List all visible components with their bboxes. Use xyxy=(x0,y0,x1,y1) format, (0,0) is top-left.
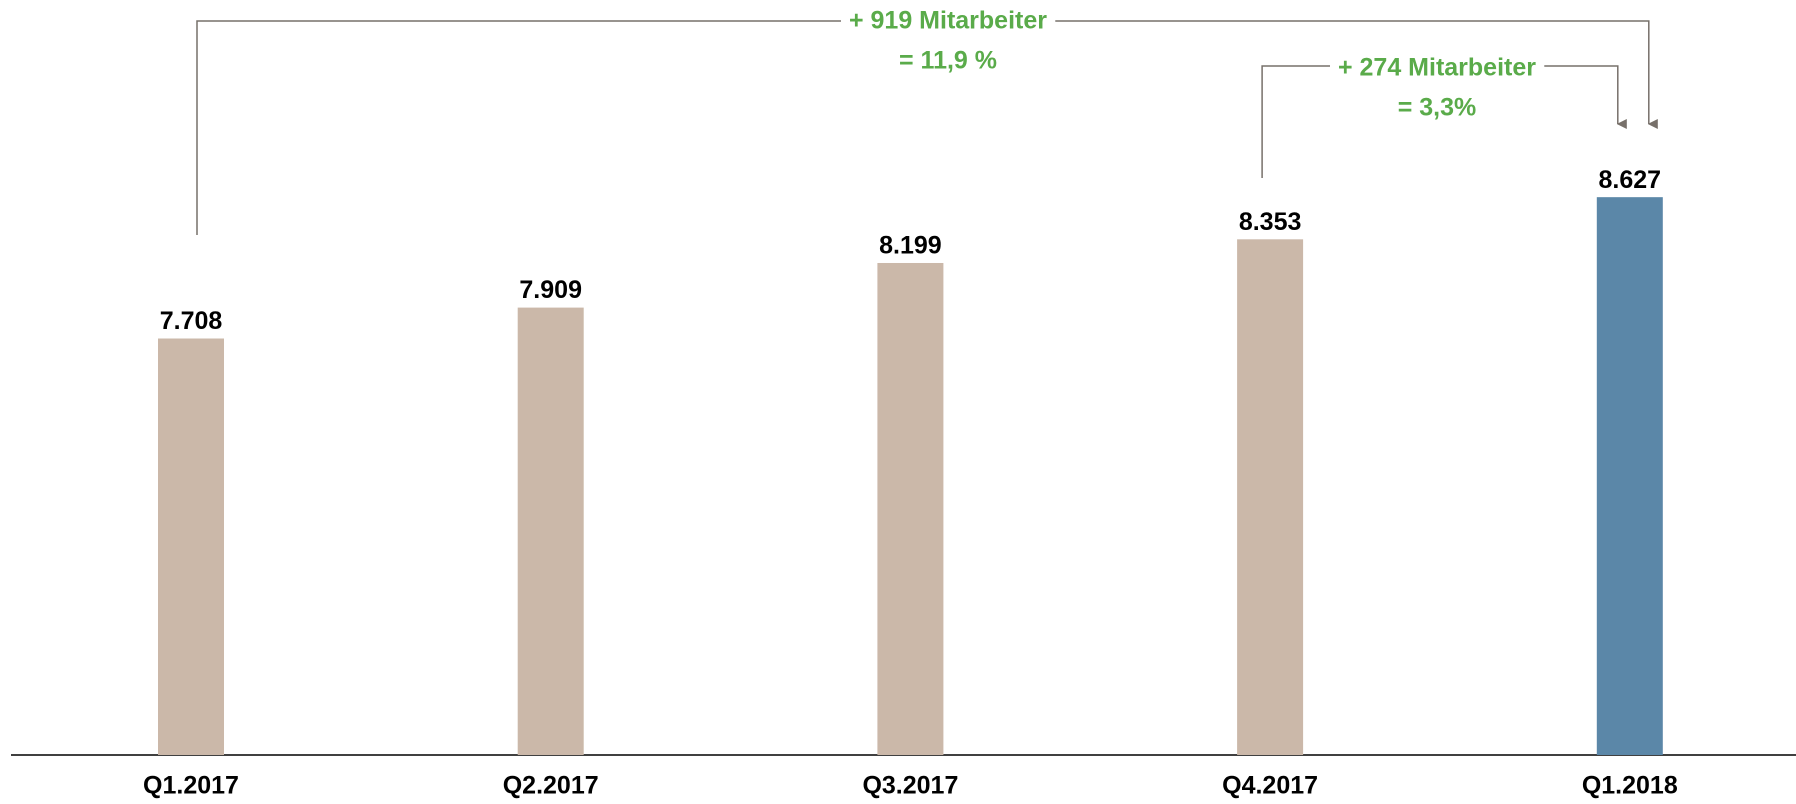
x-tick-label: Q1.2018 xyxy=(1582,772,1678,800)
value-label: 8.199 xyxy=(879,232,942,260)
x-tick-label: Q3.2017 xyxy=(862,772,958,800)
bar xyxy=(517,307,584,755)
bar xyxy=(877,262,944,755)
bracket xyxy=(1261,65,1627,178)
x-tick-label: Q4.2017 xyxy=(1222,772,1318,800)
annotation-bg xyxy=(840,6,1056,35)
annotation: = 11,9 % xyxy=(899,47,997,75)
annotation: = 3,3% xyxy=(1398,94,1477,122)
annotation-bg xyxy=(1329,53,1545,82)
annotation: + 919 Mitarbeiter xyxy=(849,7,1047,35)
value-label: 8.627 xyxy=(1599,166,1662,194)
bar xyxy=(1237,239,1304,755)
annotation: + 274 Mitarbeiter xyxy=(1338,54,1536,82)
value-label: 7.708 xyxy=(160,307,223,335)
value-label: 7.909 xyxy=(519,276,582,304)
x-tick-label: Q2.2017 xyxy=(503,772,599,800)
value-label: 8.353 xyxy=(1239,208,1302,236)
bar xyxy=(158,338,224,755)
x-tick-label: Q1.2017 xyxy=(143,772,239,800)
bar xyxy=(1596,197,1663,755)
